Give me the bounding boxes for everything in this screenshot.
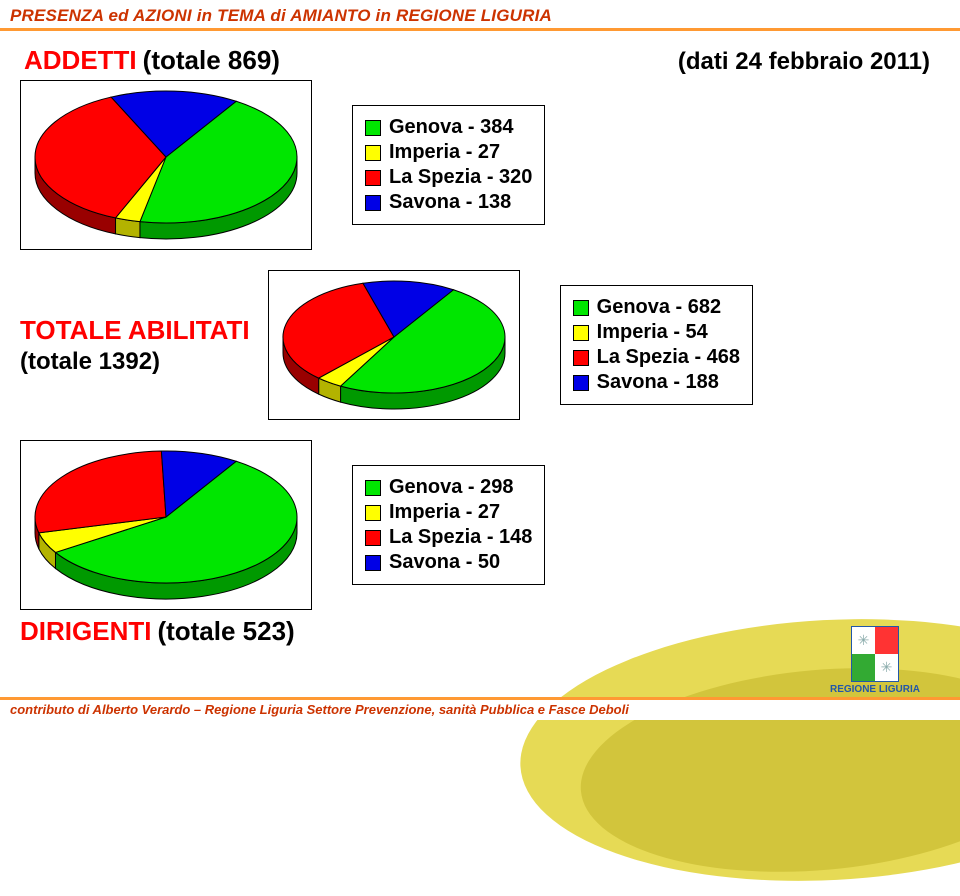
legend-label: Imperia - 27: [389, 501, 500, 524]
legend-swatch: [365, 145, 381, 161]
addetti-pie-box: [20, 80, 312, 250]
addetti-legend: Genova - 384Imperia - 27La Spezia - 320S…: [352, 105, 545, 225]
legend-label: Savona - 50: [389, 551, 500, 574]
footer-text: contributo di Alberto Verardo – Regione …: [0, 700, 960, 720]
dirigenti-row: Genova - 298Imperia - 27La Spezia - 148S…: [20, 440, 940, 647]
legend-item: Genova - 384: [365, 116, 532, 139]
legend-label: Savona - 188: [597, 371, 719, 394]
legend-label: Genova - 298: [389, 476, 514, 499]
totale-pie: [279, 277, 509, 413]
legend-item: Imperia - 27: [365, 501, 532, 524]
legend-swatch: [365, 505, 381, 521]
dirigenti-legend: Genova - 298Imperia - 27La Spezia - 148S…: [352, 465, 545, 585]
totale-pie-box: [268, 270, 520, 420]
regione-liguria-logo: ✳✳ REGIONE LIGURIA: [830, 626, 920, 695]
legend-label: Imperia - 27: [389, 141, 500, 164]
totale-total: (totale 1392): [20, 348, 250, 376]
legend-label: Genova - 384: [389, 116, 514, 139]
legend-swatch: [573, 325, 589, 341]
addetti-row: Genova - 384Imperia - 27La Spezia - 320S…: [20, 80, 940, 250]
addetti-total: (totale 869): [143, 45, 280, 76]
header-rule: [0, 28, 960, 31]
totale-title: TOTALE ABILITATI: [20, 315, 250, 346]
legend-item: Imperia - 27: [365, 141, 532, 164]
legend-item: Imperia - 54: [573, 321, 740, 344]
dirigenti-title: DIRIGENTI: [20, 616, 151, 647]
legend-label: Imperia - 54: [597, 321, 708, 344]
legend-label: La Spezia - 148: [389, 526, 532, 549]
date-label: (dati 24 febbraio 2011): [678, 48, 930, 76]
legend-swatch: [365, 170, 381, 186]
addetti-title-row: ADDETTI (totale 869) (dati 24 febbraio 2…: [24, 45, 960, 76]
legend-item: La Spezia - 320: [365, 166, 532, 189]
addetti-pie: [31, 87, 301, 243]
dirigenti-pie: [31, 447, 301, 603]
logo-flag-icon: ✳✳: [851, 626, 899, 682]
header-title: PRESENZA ed AZIONI in TEMA di AMIANTO in…: [0, 4, 960, 30]
legend-label: Genova - 682: [597, 296, 722, 319]
logo-text: REGIONE LIGURIA: [830, 684, 920, 695]
legend-item: Genova - 298: [365, 476, 532, 499]
legend-swatch: [365, 555, 381, 571]
dirigenti-total: (totale 523): [157, 616, 294, 647]
totale-row: TOTALE ABILITATI (totale 1392) Genova - …: [20, 270, 940, 420]
legend-item: La Spezia - 468: [573, 346, 740, 369]
legend-swatch: [573, 350, 589, 366]
totale-legend: Genova - 682Imperia - 54La Spezia - 468S…: [560, 285, 753, 405]
legend-item: Genova - 682: [573, 296, 740, 319]
page-header: PRESENZA ed AZIONI in TEMA di AMIANTO in…: [0, 0, 960, 31]
legend-swatch: [365, 195, 381, 211]
page-footer: contributo di Alberto Verardo – Regione …: [0, 697, 960, 720]
legend-label: La Spezia - 468: [597, 346, 740, 369]
legend-item: La Spezia - 148: [365, 526, 532, 549]
legend-item: Savona - 138: [365, 191, 532, 214]
legend-swatch: [365, 530, 381, 546]
legend-item: Savona - 188: [573, 371, 740, 394]
legend-swatch: [573, 375, 589, 391]
dirigenti-pie-box: [20, 440, 312, 610]
legend-swatch: [365, 480, 381, 496]
legend-swatch: [573, 300, 589, 316]
legend-swatch: [365, 120, 381, 136]
legend-label: La Spezia - 320: [389, 166, 532, 189]
legend-label: Savona - 138: [389, 191, 511, 214]
addetti-title: ADDETTI: [24, 45, 137, 76]
totale-titles: TOTALE ABILITATI (totale 1392): [20, 315, 250, 376]
legend-item: Savona - 50: [365, 551, 532, 574]
dirigenti-titles: DIRIGENTI (totale 523): [20, 616, 545, 647]
